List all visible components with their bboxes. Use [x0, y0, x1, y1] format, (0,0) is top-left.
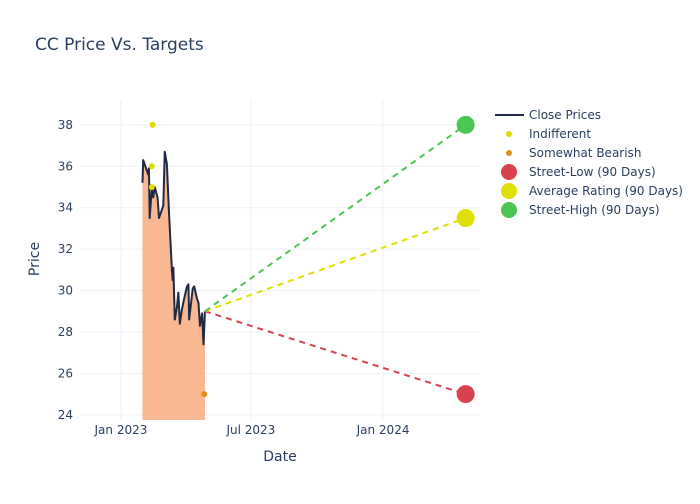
y-axis-label: Price — [27, 242, 43, 276]
target-trend-line — [204, 124, 467, 313]
y-tick-label: 36 — [58, 159, 73, 173]
rating-point — [149, 121, 156, 128]
rating-point — [148, 163, 155, 170]
legend-circle-swatch — [501, 164, 517, 180]
target-marker — [456, 385, 475, 404]
target-marker — [456, 209, 475, 228]
y-tick-label: 34 — [58, 201, 73, 215]
legend-label: Average Rating (90 Days) — [529, 184, 683, 198]
y-tick-label: 30 — [58, 284, 73, 298]
rating-point — [201, 391, 208, 398]
close-price-line — [141, 150, 206, 346]
grid: 24 26 28 30 32 34 36 38 Jan 2023 Jul 2023 Jan 2024 — [58, 100, 480, 437]
legend-label: Indifferent — [529, 127, 591, 141]
chart-title: CC Price Vs. Targets — [35, 35, 204, 55]
y-tick-label: 26 — [58, 366, 73, 380]
legend: Close Prices Indifferent Somewhat Bearish S… — [495, 108, 683, 218]
legend-label: Close Prices — [529, 108, 601, 122]
target-marker — [456, 115, 475, 134]
legend-circle-swatch — [501, 202, 517, 218]
plot-area — [141, 115, 475, 420]
x-tick-label: Jul 2023 — [225, 423, 275, 437]
legend-label: Street-Low (90 Days) — [529, 165, 656, 179]
y-tick-label: 24 — [58, 408, 73, 422]
rating-point — [148, 183, 155, 190]
legend-dot-swatch — [506, 150, 512, 156]
legend-label: Somewhat Bearish — [529, 146, 641, 160]
y-tick-label: 32 — [58, 242, 73, 256]
x-tick-label: Jan 2023 — [94, 423, 148, 437]
y-tick-label: 28 — [58, 325, 73, 339]
legend-circle-swatch — [501, 183, 517, 199]
legend-dot-swatch — [506, 131, 512, 137]
y-tick-label: 38 — [58, 118, 73, 132]
x-tick-label: Jan 2024 — [356, 423, 410, 437]
legend-label: Street-High (90 Days) — [529, 203, 660, 217]
target-trend-line — [204, 217, 466, 313]
target-trend-line — [204, 310, 466, 396]
x-axis-label: Date — [263, 449, 296, 465]
